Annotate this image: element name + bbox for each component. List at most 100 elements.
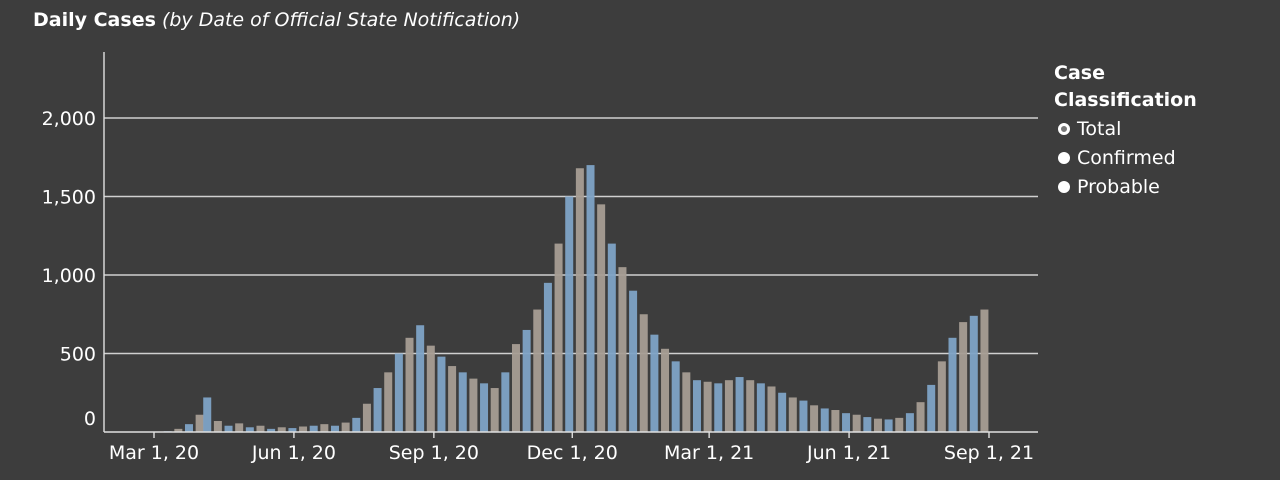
daily-cases-bar[interactable] [756, 383, 765, 432]
daily-cases-bar[interactable] [511, 344, 520, 432]
daily-cases-bar[interactable] [810, 405, 819, 432]
daily-cases-bar[interactable] [533, 309, 542, 432]
daily-cases-bar[interactable] [373, 388, 382, 432]
daily-cases-bar[interactable] [927, 384, 936, 432]
daily-cases-bar[interactable] [501, 372, 510, 432]
daily-cases-bar[interactable] [543, 282, 552, 432]
daily-cases-bar[interactable] [277, 427, 286, 432]
daily-cases-bar[interactable] [735, 377, 744, 432]
daily-cases-bar[interactable] [341, 422, 350, 432]
legend-title-line2: Classification [1054, 89, 1197, 111]
x-tick-label: Jun 1, 20 [251, 442, 336, 464]
legend-title-line1: Case [1054, 62, 1105, 84]
daily-cases-bar[interactable] [863, 417, 872, 432]
daily-cases-bar[interactable] [682, 372, 691, 432]
daily-cases-bar[interactable] [224, 425, 233, 432]
daily-cases-bar[interactable] [174, 428, 183, 432]
x-tick-label: Sep 1, 21 [944, 442, 1034, 464]
y-tick-label: 0 [84, 408, 96, 430]
daily-cases-bar[interactable] [597, 204, 606, 432]
daily-cases-bar[interactable] [650, 334, 659, 432]
y-tick-label: 1,000 [42, 265, 96, 287]
daily-cases-bar[interactable] [586, 165, 595, 432]
daily-cases-bar[interactable] [213, 421, 222, 432]
daily-cases-bar[interactable] [469, 378, 478, 432]
daily-cases-bar[interactable] [405, 337, 414, 432]
legend-option-label: Probable [1077, 175, 1160, 198]
daily-cases-bar[interactable] [873, 418, 882, 432]
daily-cases-bar[interactable] [362, 403, 371, 432]
daily-cases-bar[interactable] [607, 243, 616, 432]
daily-cases-bar[interactable] [384, 372, 393, 432]
radio-selected-icon[interactable] [1058, 122, 1070, 135]
daily-cases-bar[interactable] [309, 425, 318, 432]
legend-option-label: Confirmed [1077, 146, 1176, 169]
daily-cases-bar[interactable] [352, 417, 361, 432]
radio-icon[interactable] [1058, 180, 1070, 193]
daily-cases-bar[interactable] [235, 423, 244, 432]
daily-cases-bar[interactable] [184, 424, 193, 432]
axes-layer: 0 500 1,000 1,500 2,000 Mar 1, 20 Jun 1, 20 Sep… [42, 52, 1038, 464]
daily-cases-bar[interactable] [778, 392, 787, 432]
daily-cases-bar[interactable] [448, 366, 457, 432]
daily-cases-bar[interactable] [299, 426, 308, 432]
bars-layer [163, 165, 989, 433]
daily-cases-bar[interactable] [767, 386, 776, 432]
daily-cases-bar[interactable] [820, 408, 829, 432]
daily-cases-bar[interactable] [746, 380, 755, 432]
daily-cases-bar[interactable] [330, 425, 339, 432]
daily-cases-bar[interactable] [394, 353, 403, 433]
daily-cases-bar[interactable] [490, 388, 499, 432]
daily-cases-bar[interactable] [959, 322, 968, 432]
legend-option-probable[interactable]: Probable [1054, 172, 1274, 201]
daily-cases-bar[interactable] [788, 397, 797, 432]
daily-cases-bar[interactable] [565, 196, 574, 433]
daily-cases-bar[interactable] [629, 290, 638, 432]
y-tick-label: 1,500 [42, 187, 96, 209]
daily-cases-bar[interactable] [831, 410, 840, 432]
daily-cases-bar[interactable] [522, 329, 531, 432]
daily-cases-bar[interactable] [692, 380, 701, 432]
daily-cases-bar[interactable] [458, 372, 467, 432]
daily-cases-bar[interactable] [703, 381, 712, 432]
daily-cases-bar[interactable] [245, 427, 254, 432]
daily-cases-bar[interactable] [714, 383, 723, 432]
y-tick-label: 500 [60, 344, 96, 366]
daily-cases-bar[interactable] [842, 413, 851, 432]
daily-cases-bar[interactable] [639, 314, 648, 432]
daily-cases-bar[interactable] [554, 243, 563, 432]
daily-cases-bar[interactable] [256, 425, 265, 432]
daily-cases-bar[interactable] [724, 380, 733, 432]
daily-cases-bar[interactable] [661, 348, 670, 432]
daily-cases-bar[interactable] [948, 337, 957, 432]
daily-cases-bar[interactable] [575, 168, 584, 433]
daily-cases-bar[interactable] [671, 361, 680, 432]
daily-cases-bar[interactable] [852, 414, 861, 432]
x-tick-label: Jun 1, 21 [806, 442, 891, 464]
daily-cases-bar[interactable] [195, 414, 204, 432]
daily-cases-bar[interactable] [480, 383, 489, 432]
daily-cases-bar[interactable] [437, 356, 446, 432]
daily-cases-chart: 0 500 1,000 1,500 2,000 Mar 1, 20 Jun 1, 20 Sep… [42, 52, 1038, 464]
daily-cases-bar[interactable] [980, 309, 989, 432]
daily-cases-bar[interactable] [937, 361, 946, 432]
daily-cases-bar[interactable] [426, 345, 435, 432]
legend-option-label: Total [1077, 117, 1122, 140]
chart-title: Daily Cases (by Date of Official State N… [33, 9, 520, 31]
daily-cases-bar[interactable] [267, 428, 276, 432]
daily-cases-bar[interactable] [416, 325, 425, 432]
daily-cases-bar[interactable] [969, 315, 978, 432]
legend-option-total[interactable]: Total [1054, 114, 1274, 143]
daily-cases-bar[interactable] [288, 428, 297, 432]
daily-cases-bar[interactable] [618, 267, 627, 432]
daily-cases-bar[interactable] [203, 397, 212, 432]
daily-cases-bar[interactable] [884, 419, 893, 432]
y-tick-label: 2,000 [42, 108, 96, 130]
daily-cases-bar[interactable] [320, 424, 329, 432]
daily-cases-bar[interactable] [799, 400, 808, 432]
daily-cases-bar[interactable] [905, 413, 914, 432]
daily-cases-bar[interactable] [895, 417, 904, 432]
legend-option-confirmed[interactable]: Confirmed [1054, 143, 1274, 172]
radio-icon[interactable] [1058, 151, 1070, 164]
daily-cases-bar[interactable] [916, 402, 925, 432]
